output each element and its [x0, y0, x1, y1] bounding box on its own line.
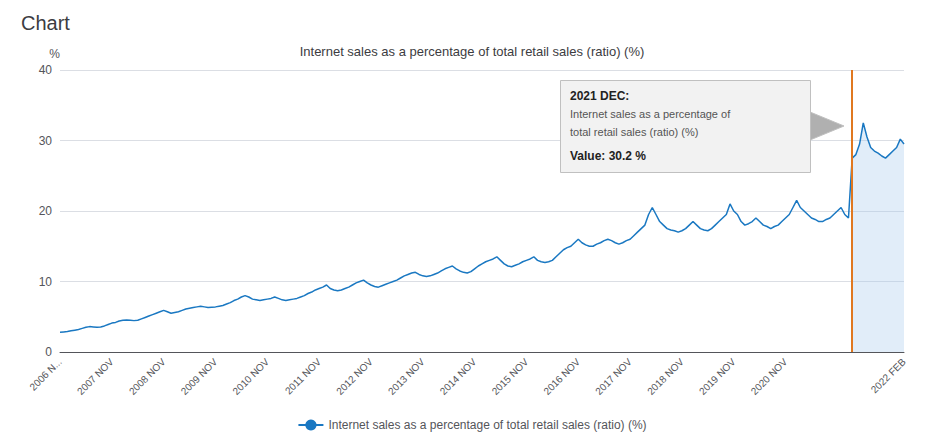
- svg-text:20: 20: [39, 204, 53, 218]
- svg-text:Value: 30.2 %: Value: 30.2 %: [570, 149, 646, 163]
- svg-text:40: 40: [39, 63, 53, 77]
- svg-text:2014 NOV: 2014 NOV: [438, 356, 479, 397]
- svg-text:2010 NOV: 2010 NOV: [230, 356, 271, 397]
- svg-text:2021 DEC:: 2021 DEC:: [570, 89, 629, 103]
- svg-text:2006 N...: 2006 N...: [27, 356, 63, 392]
- svg-text:0: 0: [45, 345, 52, 359]
- svg-text:2019 NOV: 2019 NOV: [697, 356, 738, 397]
- svg-text:2012 NOV: 2012 NOV: [334, 356, 375, 397]
- svg-text:2013 NOV: 2013 NOV: [386, 356, 427, 397]
- svg-text:10: 10: [39, 275, 53, 289]
- svg-text:2018 NOV: 2018 NOV: [645, 356, 686, 397]
- svg-text:2011 NOV: 2011 NOV: [283, 356, 323, 396]
- svg-text:total retail sales (ratio) (%): total retail sales (ratio) (%): [570, 126, 698, 138]
- svg-text:2022 FEB: 2022 FEB: [869, 356, 908, 395]
- svg-text:%: %: [49, 47, 60, 61]
- svg-text:Internet sales as a percentage: Internet sales as a percentage of: [570, 108, 731, 120]
- svg-text:2008 NOV: 2008 NOV: [127, 356, 168, 397]
- svg-text:2009 NOV: 2009 NOV: [179, 356, 220, 397]
- svg-text:2020 NOV: 2020 NOV: [749, 356, 790, 397]
- svg-text:Chart: Chart: [21, 12, 70, 34]
- svg-text:2007 NOV: 2007 NOV: [75, 356, 116, 397]
- svg-text:Internet sales as a percentage: Internet sales as a percentage of total …: [300, 44, 645, 59]
- svg-text:2015 NOV: 2015 NOV: [490, 356, 531, 397]
- svg-text:30: 30: [39, 134, 53, 148]
- svg-text:Internet sales as a percentage: Internet sales as a percentage of total …: [328, 418, 646, 432]
- svg-text:2017 NOV: 2017 NOV: [593, 356, 634, 397]
- svg-text:2016 NOV: 2016 NOV: [541, 356, 582, 397]
